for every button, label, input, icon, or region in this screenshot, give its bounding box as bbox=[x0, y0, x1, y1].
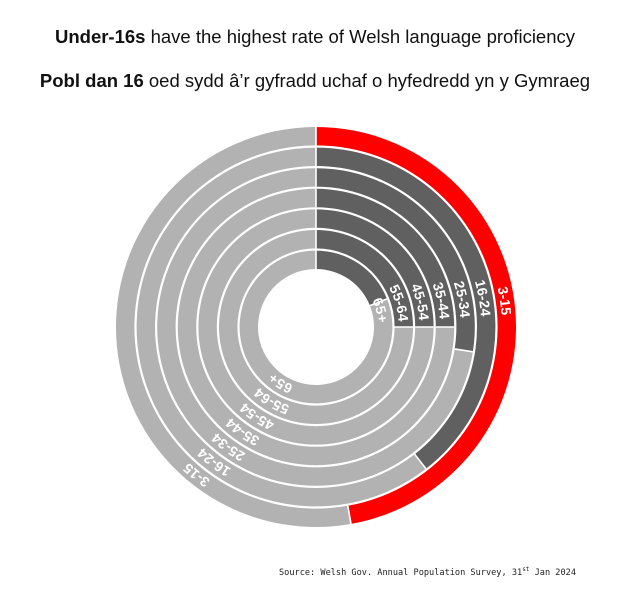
ring-label-value-text-1624: 16-24 bbox=[472, 278, 494, 317]
bar-5564 bbox=[316, 230, 413, 327]
chart-title-english-bold: Under-16s bbox=[54, 26, 146, 47]
chart-title-english: Under-16s have the highest rate of Welsh… bbox=[0, 26, 630, 48]
ring-label-value-315: 3-15 bbox=[495, 285, 515, 316]
ring-label-value-65plus: 65+ bbox=[369, 295, 391, 323]
source-note: Source: Welsh Gov. Annual Population Sur… bbox=[279, 566, 576, 578]
source-text: Source: Welsh Gov. Annual Population Sur… bbox=[279, 567, 523, 578]
ring-label-value-text-65plus: 65+ bbox=[369, 295, 391, 323]
chart-title-welsh: Pobl dan 16 oed sydd â’r gyfradd uchaf o… bbox=[0, 70, 630, 92]
separator-value-315 bbox=[346, 505, 352, 525]
chart-title-welsh-rest: oed sydd â’r gyfradd uchaf o hyfedredd y… bbox=[143, 70, 591, 91]
separator-value-1624 bbox=[414, 453, 427, 470]
source-date: Jan 2024 bbox=[529, 567, 576, 578]
ring-label-value-1624: 16-24 bbox=[472, 278, 494, 317]
ring-label-value-text-2534: 25-34 bbox=[451, 279, 473, 318]
ring-label-value-2534: 25-34 bbox=[451, 279, 473, 318]
ring-label-value-text-315: 3-15 bbox=[495, 285, 515, 316]
bar-4554 bbox=[316, 209, 434, 327]
source-superscript: st bbox=[522, 566, 530, 573]
bar-3544 bbox=[316, 188, 455, 327]
chart-title-welsh-bold: Pobl dan 16 bbox=[39, 70, 144, 91]
separator-value-65plus bbox=[369, 298, 388, 307]
remainder-1624 bbox=[136, 147, 426, 507]
bar-1624 bbox=[316, 147, 496, 469]
separator-value-2534 bbox=[454, 348, 473, 353]
bar-65plus bbox=[316, 250, 388, 306]
bar-2534 bbox=[316, 168, 475, 352]
chart-title-english-rest: have the highest rate of Welsh language … bbox=[145, 26, 576, 47]
